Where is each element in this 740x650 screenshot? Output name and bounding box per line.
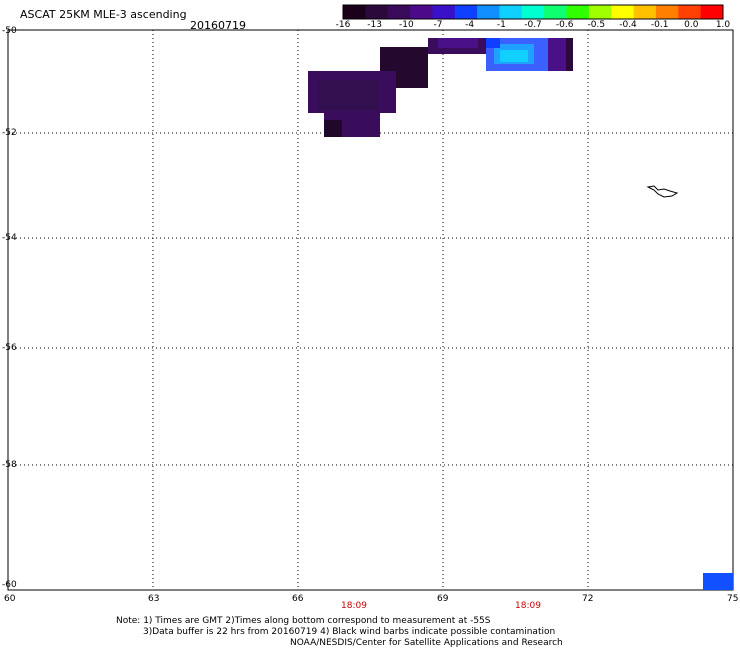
colorbar-cell <box>566 5 590 19</box>
lat-label: -52 <box>2 128 17 138</box>
colorbar-label: -13 <box>367 20 382 30</box>
wind-swath-purple <box>308 38 488 137</box>
grid-lines <box>8 30 733 590</box>
time-label: 18:09 <box>515 601 541 611</box>
note-line-3: NOAA/NESDIS/Center for Satellite Applica… <box>290 638 563 648</box>
colorbar-cell <box>678 5 702 19</box>
lon-label: 60 <box>4 594 16 604</box>
colorbar-label: -0.6 <box>555 20 574 30</box>
lat-label: -58 <box>2 460 17 470</box>
colorbar-label: -7 <box>433 20 443 30</box>
time-label: 18:09 <box>341 601 367 611</box>
colorbar-label: -0.1 <box>650 20 669 30</box>
wind-patch-bottom-right <box>703 573 733 590</box>
colorbar-cell <box>544 5 568 19</box>
lat-label: -56 <box>2 343 17 353</box>
colorbar-label: -4 <box>465 20 475 30</box>
colorbar-label: -16 <box>335 20 351 30</box>
colorbar-label: -0.7 <box>524 20 542 30</box>
wind-swath-blue <box>486 38 573 71</box>
lon-label: 66 <box>292 594 304 604</box>
note-line-2: 3)Data buffer is 22 hrs from 20160719 4)… <box>143 627 556 637</box>
island-outline <box>646 185 679 198</box>
colorbar-cell <box>410 5 433 19</box>
colorbar-cell <box>365 5 389 19</box>
lon-label: 72 <box>582 594 594 604</box>
colorbar-label: -10 <box>398 20 414 30</box>
colorbar-cell <box>454 5 478 19</box>
colorbar-label: -1 <box>496 20 506 30</box>
colorbar-cell <box>588 5 612 19</box>
lon-label: 75 <box>727 594 739 604</box>
colorbar-cell <box>611 5 635 19</box>
colorbar-cell <box>477 5 500 19</box>
map-date: 20160719 <box>190 19 246 32</box>
colorbar-cell <box>499 5 523 19</box>
map-frame <box>7 29 734 591</box>
colorbar-cell <box>700 5 724 19</box>
colorbar-cell <box>633 5 657 19</box>
colorbar-cell <box>343 5 366 19</box>
lon-label: 69 <box>437 594 449 604</box>
colorbar-cell <box>432 5 456 19</box>
colorbar-label: -0.5 <box>587 20 606 30</box>
colorbar-label: 1.0 <box>715 20 731 30</box>
colorbar-label: -0.4 <box>619 20 637 30</box>
lat-label: -60 <box>2 580 17 590</box>
colorbar-cell <box>387 5 411 19</box>
lat-label: -54 <box>2 233 17 243</box>
colorbar-cell <box>655 5 679 19</box>
lon-label: 63 <box>148 594 160 604</box>
map-title: ASCAT 25KM MLE-3 ascending <box>20 8 187 21</box>
note-line-1: Note: 1) Times are GMT 2)Times along bot… <box>116 616 491 626</box>
lat-label: -50 <box>2 26 17 36</box>
colorbar <box>342 4 724 20</box>
colorbar-label: 0.0 <box>684 20 699 30</box>
colorbar-cell <box>521 5 545 19</box>
